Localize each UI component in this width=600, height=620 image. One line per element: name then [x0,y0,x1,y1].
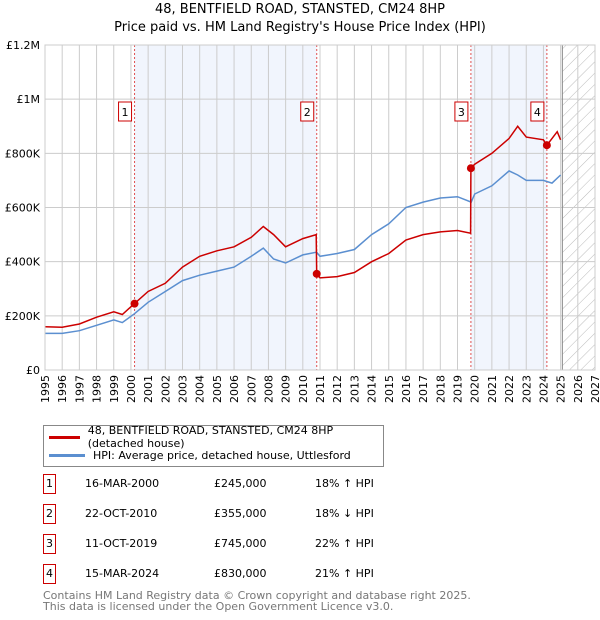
x-tick-label: 2008 [262,375,275,403]
x-tick-label: 2000 [125,375,138,403]
marker-label: 1 [122,106,129,119]
y-tick-label: £600K [5,202,41,215]
x-tick-label: 2025 [555,375,568,403]
price-chart: 1995 1996 1997 1998 1999 2000 2001 2002 2003 2004… [5,39,600,403]
marker-label-box [454,101,469,122]
transaction-date: 15-MAR-2024 [85,567,160,580]
x-tick-label: 2023 [520,375,533,403]
x-tick-label: 2001 [142,375,155,403]
x-tick-label: 2007 [245,375,258,403]
legend-swatch-blue [49,453,85,457]
transaction-hpi-diff: 21% ↑ HPI [315,567,374,580]
x-tick-label: 2004 [194,375,207,403]
x-tick-label: 2014 [366,375,379,403]
plot-border [44,44,596,371]
marker-label-box [118,101,133,122]
transaction-date: 16-MAR-2000 [85,477,160,490]
x-tick-label: 2002 [159,375,172,403]
transaction-price: £245,000 [214,477,267,490]
transaction-date: 11-OCT-2019 [85,537,158,550]
x-tick-label: 2009 [280,375,293,403]
transaction-hpi-diff: 18% ↑ HPI [315,477,374,490]
transaction-price: £355,000 [214,507,267,520]
footer-line-2: This data is licensed under the Open Gov… [43,600,394,613]
x-tick-label: 2005 [211,375,224,403]
transaction-hpi-diff: 22% ↑ HPI [315,537,374,550]
x-tick-label: 2018 [434,375,447,403]
transaction-number: 4 [43,564,56,584]
x-tick-label: 2022 [503,375,516,403]
sale-point [542,141,551,150]
y-tick-label: £800K [5,147,41,160]
legend: 48, BENTFIELD ROAD, STANSTED, CM24 8HP (… [43,424,384,467]
x-tick-label: 2006 [228,375,241,403]
x-tick-label: 1997 [73,375,86,403]
x-tick-label: 2021 [486,375,499,403]
transaction-hpi-diff: 18% ↓ HPI [315,507,374,520]
y-tick-label: £1M [17,93,41,106]
x-tick-label: 2015 [383,375,396,403]
x-tick-label: 1995 [39,375,52,403]
x-tick-label: 2011 [314,375,327,403]
legend-item-property: 48, BENTFIELD ROAD, STANSTED, CM24 8HP (… [44,424,383,450]
x-tick-label: 2027 [589,375,600,403]
legend-label: HPI: Average price, detached house, Uttl… [93,448,351,462]
footer-line-1: Contains HM Land Registry data © Crown c… [43,589,471,602]
y-tick-label: £0 [26,364,40,377]
marker-label: 3 [458,106,465,119]
y-tick-label: £200K [5,310,41,323]
transaction-number: 1 [43,474,56,494]
x-tick-label: 1998 [91,375,104,403]
sale-point [130,299,139,308]
footer: Contains HM Land Registry data © Crown c… [43,590,471,612]
x-tick-label: 2016 [400,375,413,403]
y-tick-label: £1.2M [6,39,40,52]
marker-label-box [300,101,315,122]
x-tick-label: 1996 [56,375,69,403]
sale-point [312,269,321,278]
sale-point [466,164,475,173]
chart-title: 48, BENTFIELD ROAD, STANSTED, CM24 8HP [154,2,446,17]
y-tick-label: £400K [5,256,41,269]
transaction-date: 22-OCT-2010 [85,507,158,520]
legend-item-hpi: HPI: Average price, detached house, Uttl… [44,447,351,463]
transaction-number: 3 [43,534,56,554]
marker-label: 4 [534,106,541,119]
x-tick-label: 2010 [297,375,310,403]
marker-label: 2 [304,106,311,119]
transaction-price: £745,000 [214,537,267,550]
x-tick-label: 1999 [108,375,121,403]
legend-label: 48, BENTFIELD ROAD, STANSTED, CM24 8HP (… [87,424,334,450]
x-tick-label: 2019 [452,375,465,403]
x-tick-label: 2020 [469,375,482,403]
chart-subtitle: Price paid vs. HM Land Registry's House … [114,20,486,35]
x-tick-label: 2003 [177,375,190,403]
x-tick-label: 2024 [537,375,550,403]
marker-label-box [530,101,545,122]
legend-swatch-red [49,435,80,439]
x-tick-label: 2017 [417,375,430,403]
x-tick-label: 2013 [348,375,361,403]
x-tick-label: 2012 [331,375,344,403]
transaction-number: 2 [43,504,56,524]
transaction-price: £830,000 [214,567,267,580]
x-tick-label: 2026 [572,375,585,403]
